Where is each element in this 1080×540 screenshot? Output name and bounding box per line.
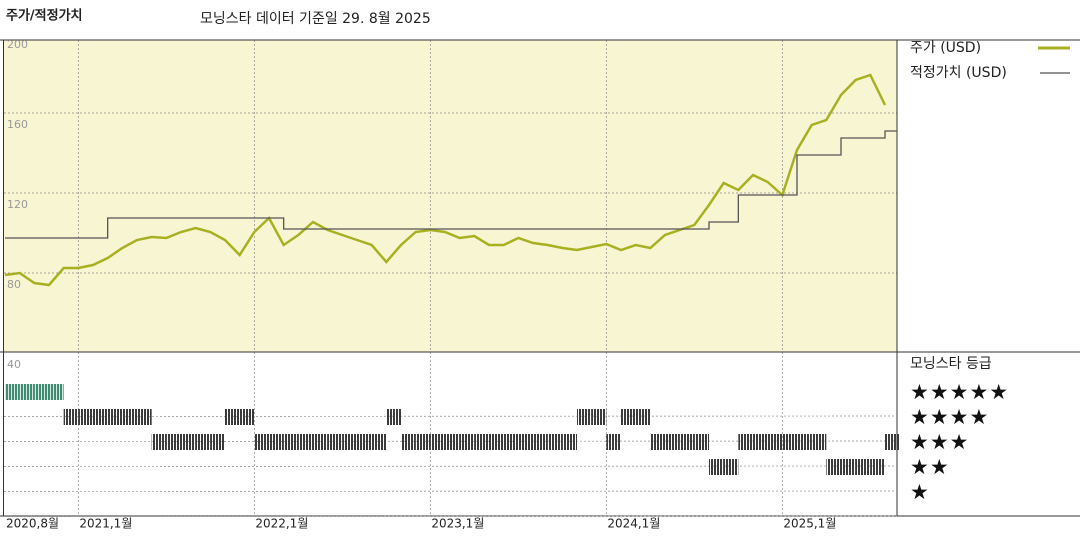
rating-bar [254, 434, 269, 450]
x-tick-label: 2023,1월 [431, 517, 484, 531]
rating-legend: ★★★ [910, 430, 969, 454]
y-tick-label: 160 [7, 118, 28, 131]
rating-bar [93, 409, 108, 425]
rating-bar [357, 434, 372, 450]
rating-bar [195, 434, 211, 450]
rating-legend: ★★ [910, 455, 950, 479]
rating-row-line [3, 490, 898, 492]
series-line [4, 73, 887, 287]
rating-row-line [3, 515, 898, 517]
rating-bar [371, 434, 387, 450]
rating-bar [811, 434, 827, 450]
y-tick-label: 80 [7, 278, 21, 291]
rating-bar [313, 434, 328, 450]
rating-bar [855, 459, 871, 475]
rating-bar [298, 434, 313, 450]
rating-bar [635, 409, 651, 425]
rating-bar [503, 434, 519, 450]
price-panel [4, 40, 897, 352]
rating-bar [621, 409, 636, 425]
x-tick-label: 2021,1월 [79, 517, 132, 531]
rating-bar [870, 459, 885, 475]
series-line [5, 130, 897, 239]
rating-bar [650, 434, 665, 450]
rating-bar [34, 384, 49, 400]
rating-bar [239, 409, 255, 425]
rating-bar [137, 409, 152, 425]
rating-bar [518, 434, 533, 450]
rating-bar [210, 434, 225, 450]
rating-bar [474, 434, 489, 450]
rating-bar [49, 384, 64, 400]
rating-bar [562, 434, 577, 450]
rating-bar [63, 409, 79, 425]
rating-bar [723, 459, 739, 475]
x-tick-label: 2025,1월 [783, 517, 836, 531]
legend-label: 주가 (USD) [910, 40, 981, 56]
rating-bar [606, 434, 621, 450]
rating-bar [665, 434, 680, 450]
rating-bar [445, 434, 460, 450]
rating-bar [327, 434, 343, 450]
rating-row-line [3, 415, 898, 417]
rating-bar [459, 434, 475, 450]
rating-legend: ★★★★★ [910, 380, 1009, 404]
rating-bar [283, 434, 299, 450]
y-tick-label: 40 [7, 358, 21, 371]
rating-bar [166, 434, 181, 450]
rating-bar [122, 409, 137, 425]
x-tick-label: 2022,1월 [255, 517, 308, 531]
rating-bar [577, 409, 592, 425]
y-tick-label: 200 [7, 38, 28, 51]
rating-bar [151, 434, 167, 450]
x-tick-label: 2020,8월 [6, 517, 59, 531]
rating-bar [78, 409, 93, 425]
rating-bar [547, 434, 563, 450]
rating-bar [430, 434, 445, 450]
rating-bar [342, 434, 357, 450]
rating-bar [401, 434, 416, 450]
rating-bar [415, 434, 431, 450]
rating-bar [181, 434, 196, 450]
rating-bar [679, 434, 695, 450]
chart-subtitle: 모닝스타 데이터 기준일 29. 8월 2025 [200, 11, 431, 27]
rating-bar [107, 409, 123, 425]
rating-bar [709, 459, 724, 475]
rating-bar [269, 434, 284, 450]
rating-bar [386, 409, 401, 425]
rating-bar [767, 434, 783, 450]
y-tick-label: 120 [7, 198, 28, 211]
rating-bar [738, 434, 753, 450]
rating-bar [885, 434, 900, 450]
rating-row-line [3, 465, 898, 467]
rating-bar [694, 434, 709, 450]
rating-legend: ★★★★ [910, 405, 989, 429]
rating-bar [797, 434, 812, 450]
chart-title: 주가/적정가치 [6, 8, 83, 24]
rating-bar [5, 384, 20, 400]
rating-bar [826, 459, 841, 475]
rating-bar [782, 434, 797, 450]
rating-bar [533, 434, 548, 450]
legend-label: 적정가치 (USD) [910, 65, 1007, 81]
x-tick-label: 2024,1월 [607, 517, 660, 531]
rating-bar [841, 459, 856, 475]
rating-bar [19, 384, 35, 400]
rating-bar [753, 434, 768, 450]
rating-bar [489, 434, 504, 450]
rating-bar [591, 409, 607, 425]
rating-title: 모닝스타 등급 [910, 356, 992, 372]
rating-legend: ★ [910, 480, 930, 504]
rating-bar [225, 409, 240, 425]
